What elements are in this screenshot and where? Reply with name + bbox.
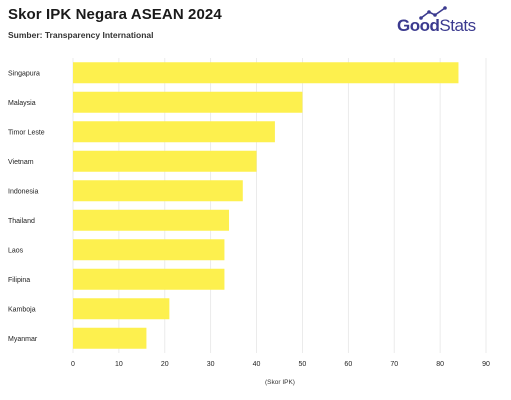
x-tick-label: 60 — [344, 361, 352, 368]
bar — [73, 209, 230, 231]
x-tick-label: 80 — [436, 361, 444, 368]
bar — [73, 180, 243, 202]
x-tick-label: 40 — [253, 361, 261, 368]
bar — [73, 121, 275, 143]
category-label: Filipina — [8, 277, 30, 284]
bar — [73, 268, 225, 290]
chart-subtitle: Sumber: Transparency International — [8, 30, 154, 40]
category-label: Myanmar — [8, 336, 38, 343]
x-tick-label: 50 — [299, 361, 307, 368]
x-tick-label: 20 — [161, 361, 169, 368]
bar — [73, 239, 225, 261]
goodstats-logo: GoodStats — [397, 6, 483, 40]
bar — [73, 62, 459, 84]
bar — [73, 91, 303, 113]
bar — [73, 298, 170, 320]
logo-stats: Stats — [439, 16, 476, 35]
chart-title: Skor IPK Negara ASEAN 2024 — [8, 6, 222, 23]
category-label: Indonesia — [8, 188, 38, 195]
bar — [73, 327, 147, 349]
category-label: Kamboja — [8, 306, 36, 313]
category-label: Malaysia — [8, 100, 36, 107]
category-label: Timor Leste — [8, 129, 45, 136]
logo-good: Good — [397, 16, 440, 35]
category-label: Thailand — [8, 218, 35, 225]
category-label: Laos — [8, 247, 24, 254]
x-tick-label: 0 — [71, 361, 75, 368]
x-tick-label: 70 — [390, 361, 398, 368]
x-axis-title: (Skor IPK) — [265, 379, 295, 386]
x-tick-label: 90 — [482, 361, 490, 368]
category-label: Vietnam — [8, 159, 34, 166]
logo-trend-icon — [419, 6, 447, 20]
x-tick-label: 30 — [207, 361, 215, 368]
x-tick-label: 10 — [115, 361, 123, 368]
bar — [73, 150, 257, 172]
logo-text: GoodStats — [397, 16, 476, 36]
category-label: Singapura — [8, 70, 40, 77]
